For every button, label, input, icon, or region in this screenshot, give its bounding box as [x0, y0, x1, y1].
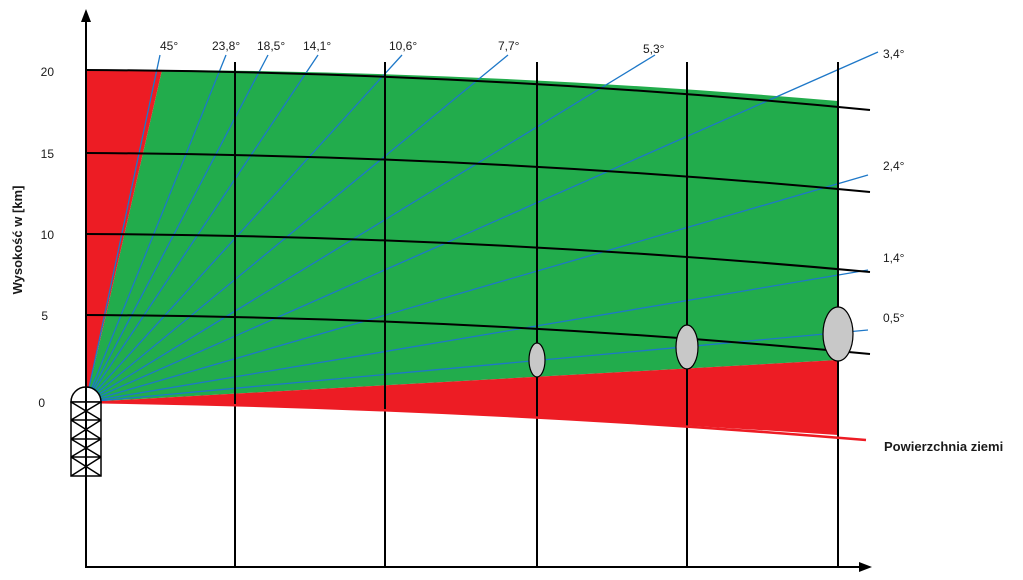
height-tick-label: 20	[41, 65, 55, 79]
beam-line-18-5	[85, 54, 269, 403]
beam-angle-label: 45°	[160, 39, 178, 53]
beam-volume-ellipse	[528, 342, 546, 378]
beam-angle-label: 2,4°	[883, 159, 905, 173]
beam-angle-label: 1,4°	[883, 251, 905, 265]
shadow-area	[86, 360, 838, 435]
beam-line-7-7	[85, 54, 509, 403]
beam-line-1-4	[85, 269, 869, 403]
ground-label: Powierzchnia ziemi	[884, 439, 1003, 454]
beam-angle-label: 0,5°	[883, 311, 905, 325]
beam-angle-label: 5,3°	[643, 42, 665, 56]
height-tick-label: 5	[41, 309, 48, 323]
beam-volume-ellipse	[675, 324, 699, 370]
height-curves	[85, 69, 871, 355]
height-curve-10	[85, 233, 871, 273]
beam-angle-label: 18,5°	[257, 39, 285, 53]
beam-angle-label: 3,4°	[883, 47, 905, 61]
beam-angle-label: 14,1°	[303, 39, 331, 53]
y-axis-arrow	[81, 9, 91, 22]
height-tick-label: 0	[38, 396, 45, 410]
beam-line-14-1	[85, 54, 319, 403]
x-axis-arrow	[859, 562, 872, 572]
beam-lines	[85, 51, 879, 403]
axes	[85, 20, 860, 568]
ground-line	[85, 400, 867, 442]
beam-angle-label: 10,6°	[389, 39, 417, 53]
height-tick-label: 15	[41, 147, 55, 161]
beam-angle-label: 7,7°	[498, 39, 520, 53]
beam-line-2-4	[85, 174, 869, 403]
beam-volume-ellipse	[822, 306, 854, 362]
height-tick-label: 10	[41, 228, 55, 242]
height-curve-20	[85, 69, 871, 111]
beam-line-3-4	[85, 51, 879, 403]
height-curve-15	[85, 152, 871, 193]
height-curve-5	[85, 314, 871, 355]
beam-volumes	[528, 306, 854, 378]
beam-line-45	[85, 54, 161, 403]
y-axis-title: Wysokość w [km]	[10, 186, 25, 295]
beam-angle-label: 23,8°	[212, 39, 240, 53]
beam-line-10-6	[85, 54, 403, 403]
beam-line-5-3	[85, 54, 656, 403]
beam-line-23-8	[85, 54, 227, 403]
